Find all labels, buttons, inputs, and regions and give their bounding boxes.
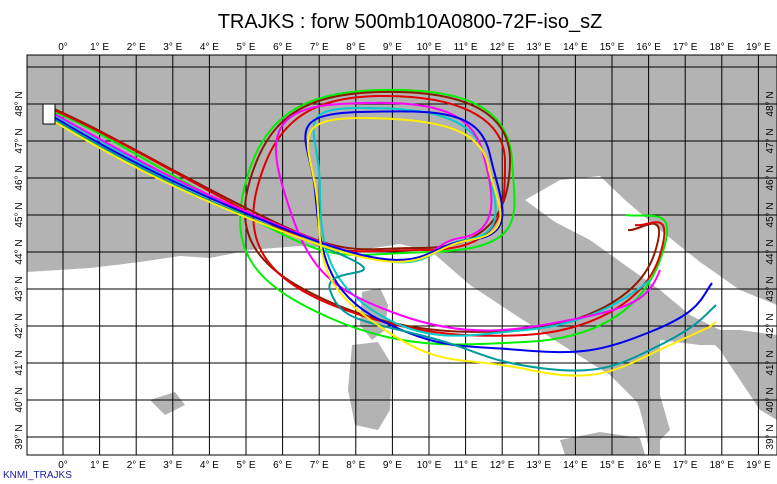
map	[26, 54, 777, 456]
footer: KNMI_TRAJKS	[3, 470, 72, 481]
latitude-label: 48° N	[14, 91, 25, 116]
longitude-label: 2° E	[127, 42, 146, 53]
latitude-label: 40° N	[14, 387, 25, 412]
longitude-label: 15° E	[600, 460, 625, 471]
latitude-label: 43° N	[14, 276, 25, 301]
longitude-label: 13° E	[527, 42, 552, 53]
latitude-label: 44° N	[765, 239, 776, 264]
start-marker	[42, 103, 56, 125]
latitude-label: 39° N	[765, 424, 776, 449]
longitude-label: 3° E	[163, 42, 182, 53]
longitude-label: 10° E	[417, 460, 442, 471]
trajectories	[44, 88, 717, 377]
latitude-label: 47° N	[14, 128, 25, 153]
longitude-label: 2° E	[127, 460, 146, 471]
latitude-label: 45° N	[14, 202, 25, 227]
longitude-label: 14° E	[563, 460, 588, 471]
balkans	[700, 330, 777, 420]
longitude-label: 10° E	[417, 42, 442, 53]
adriatic	[525, 176, 777, 340]
sardinia	[348, 342, 392, 430]
latitude-label: 48° N	[765, 91, 776, 116]
longitude-label: 4° E	[200, 42, 219, 53]
longitude-label: 16° E	[636, 460, 661, 471]
latitude-label: 47° N	[765, 128, 776, 153]
longitude-label: 18° E	[710, 42, 735, 53]
latitude-label: 42° N	[765, 313, 776, 338]
longitude-label: 12° E	[490, 460, 515, 471]
longitude-label: 1° E	[90, 460, 109, 471]
latitude-label: 41° N	[14, 350, 25, 375]
calabria	[630, 380, 670, 450]
longitude-label: 9° E	[383, 42, 402, 53]
longitude-label: 5° E	[236, 42, 255, 53]
longitude-label: 3° E	[163, 460, 182, 471]
longitude-label: 0°	[58, 42, 68, 53]
trajectory	[44, 110, 713, 354]
map-frame	[26, 54, 777, 456]
longitude-label: 19° E	[746, 42, 771, 53]
longitude-label: 11° E	[454, 460, 478, 471]
latitude-label: 46° N	[765, 165, 776, 190]
longitude-label: 8° E	[346, 42, 365, 53]
longitude-label: 18° E	[710, 460, 735, 471]
longitude-label: 16° E	[636, 42, 661, 53]
longitude-label: 6° E	[273, 42, 292, 53]
longitude-label: 0°	[58, 460, 68, 471]
trajectory	[44, 115, 717, 377]
longitude-label: 1° E	[90, 42, 109, 53]
trajectory	[44, 88, 669, 346]
longitude-label: 14° E	[563, 42, 588, 53]
sicily	[560, 432, 645, 455]
longitude-label: 5° E	[236, 460, 255, 471]
latitude-label: 41° N	[765, 350, 776, 375]
latitude-label: 42° N	[14, 313, 25, 338]
longitude-label: 13° E	[527, 460, 552, 471]
latitude-label: 40° N	[765, 387, 776, 412]
longitude-label: 12° E	[490, 42, 515, 53]
longitude-label: 15° E	[600, 42, 625, 53]
longitude-label: 11° E	[454, 42, 478, 53]
longitude-label: 4° E	[200, 460, 219, 471]
latitude-label: 39° N	[14, 424, 25, 449]
latitude-label: 46° N	[14, 165, 25, 190]
longitude-label: 7° E	[310, 460, 329, 471]
latitude-label: 43° N	[765, 276, 776, 301]
longitude-label: 17° E	[673, 460, 698, 471]
longitude-label: 19° E	[746, 460, 771, 471]
balearic	[150, 392, 185, 415]
longitude-label: 17° E	[673, 42, 698, 53]
latitude-label: 45° N	[765, 202, 776, 227]
longitude-label: 7° E	[310, 42, 329, 53]
longitude-label: 9° E	[383, 460, 402, 471]
longitude-label: 6° E	[273, 460, 292, 471]
latitude-label: 44° N	[14, 239, 25, 264]
title: TRAJKS : forw 500mb10A0800-72F-iso_sZ	[218, 11, 603, 33]
longitude-label: 8° E	[346, 460, 365, 471]
